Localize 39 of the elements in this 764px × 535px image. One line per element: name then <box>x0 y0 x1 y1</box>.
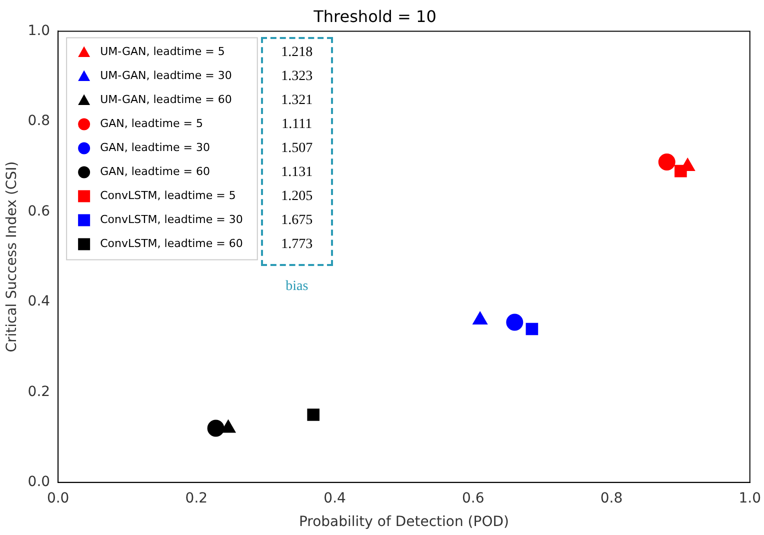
point <box>506 314 524 331</box>
x-tick-label: 0.8 <box>600 490 623 506</box>
point <box>526 322 538 336</box>
legend-label: ConvLSTM, leadtime = 30 <box>100 213 243 226</box>
point <box>658 154 676 171</box>
y-tick-label: 1.0 <box>28 22 50 39</box>
x-tick-label: 0.2 <box>185 490 208 506</box>
annotation: 1.773 <box>281 236 313 252</box>
legend-label: UM-GAN, leadtime = 30 <box>100 69 232 82</box>
point <box>307 408 320 421</box>
legend-label: GAN, leadtime = 5 <box>100 117 203 130</box>
annotation: 1.321 <box>281 92 313 108</box>
legend-label: ConvLSTM, leadtime = 60 <box>100 237 243 250</box>
y-tick-label: 0.8 <box>28 113 50 130</box>
annotation: bias <box>286 278 308 294</box>
annotation: 1.218 <box>281 44 313 60</box>
point <box>207 420 224 437</box>
chart-title: Threshold = 10 <box>312 6 436 26</box>
y-axis-title: Critical Success Index (CSI) <box>4 161 20 352</box>
legend-label: GAN, leadtime = 30 <box>100 141 210 154</box>
y-tick-label: 0.4 <box>28 294 50 310</box>
annotation: 1.323 <box>281 68 313 84</box>
annotation: 1.507 <box>281 140 313 156</box>
annotation: 1.205 <box>281 188 313 204</box>
y-tick-label: 0.0 <box>28 474 50 490</box>
x-axis-title: Probability of Detection (POD) <box>298 514 509 530</box>
annotation: 1.111 <box>282 116 312 132</box>
y-tick-label: 0.6 <box>28 203 50 220</box>
legend-label: ConvLSTM, leadtime = 5 <box>100 189 236 202</box>
legend-label: GAN, leadtime = 60 <box>100 165 210 178</box>
x-tick-label: 1.0 <box>738 490 761 506</box>
legend-label: UM-GAN, leadtime = 5 <box>100 45 225 58</box>
x-tick-label: 0.0 <box>46 490 70 506</box>
x-tick-label: 0.6 <box>462 490 484 506</box>
y-tick-label: 0.2 <box>28 384 50 400</box>
annotation: 1.131 <box>281 164 313 180</box>
legend-label: UM-GAN, leadtime = 60 <box>100 93 232 106</box>
annotation: 1.675 <box>281 212 313 228</box>
x-tick-label: 0.4 <box>324 490 346 506</box>
